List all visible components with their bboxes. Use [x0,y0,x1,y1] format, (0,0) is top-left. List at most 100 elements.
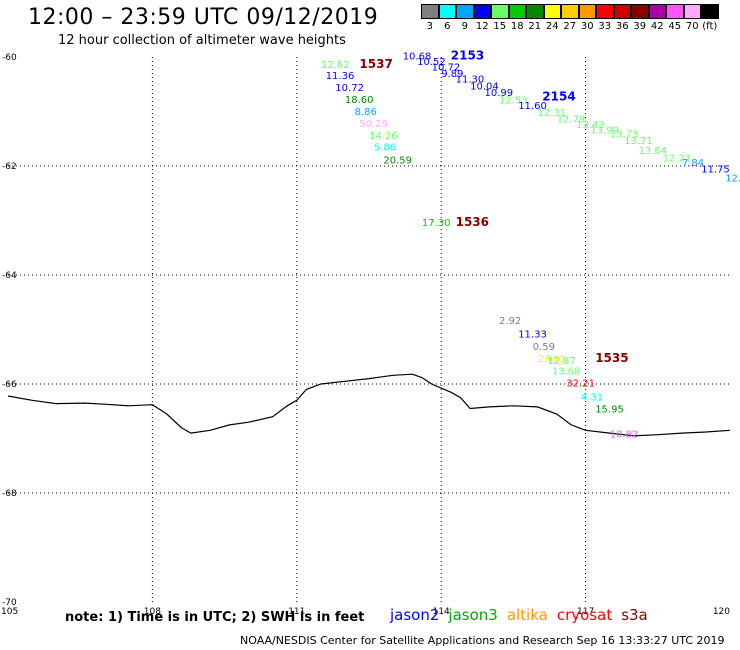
legend-swatch [666,4,684,19]
wave-height-value: 15.95 [595,404,624,415]
wave-height-value: 13.43 [576,120,605,131]
legend-swatch [508,4,526,19]
legend-item: 70 [683,4,701,32]
legend-label: 36 [615,21,629,32]
wave-height-value: 23.81 [538,354,567,365]
legend-swatch [526,4,544,19]
wave-height-value: 11.75 [701,165,730,176]
longitude-tick-label: 117 [577,607,594,617]
wave-height-value: 4.31 [581,392,603,403]
legend-label: 42 [650,21,664,32]
legend-swatch [491,4,509,19]
latitude-tick-label: -66 [2,380,17,390]
satellite-legend: jason2 jason3 altika cryosat s3a [390,606,648,624]
latitude-tick-label: -64 [2,271,17,281]
legend-swatch [613,4,631,19]
pass-time-label: 1536 [456,215,489,229]
wave-height-value: 11.60 [518,101,547,112]
legend-item: 24 [543,4,561,32]
wave-height-value: 11.33 [518,330,547,341]
wave-height-value: 10.52 [417,57,446,68]
legend-label: (ft) [702,21,718,32]
credit-line: NOAA/NESDIS Center for Satellite Applica… [240,634,725,647]
legend-label: 27 [563,21,577,32]
wave-height-value: 10.72 [432,63,461,74]
longitude-tick-label: 111 [288,607,305,617]
legend-label: 6 [444,21,451,32]
legend-label: 30 [580,21,594,32]
wave-height-value: 13.73 [610,130,639,141]
wave-height-value: 13.64 [639,146,668,157]
pass-labels: 1537 2153 2154 1536 1535 [359,49,628,366]
legend-item: 3 [421,4,439,32]
legend-swatch [596,4,614,19]
legend-label: 24 [545,21,559,32]
wave-height-value: 0.59 [533,342,555,353]
wave-height-value: 10.82 [610,429,639,440]
latitude-tick-label: -62 [2,162,17,172]
satellite-jason3-label: jason3 [448,606,498,624]
legend-swatch [561,4,579,19]
legend-item: 21 [526,4,544,32]
legend-label: 39 [633,21,647,32]
graticule [8,57,730,602]
legend-label: 3 [426,21,433,32]
wave-height-value: 14.26 [369,131,398,142]
pass-time-label: 2154 [542,90,575,104]
wave-height-value: 7.84 [682,158,704,169]
wave-height-value: 20.59 [383,155,412,166]
legend-label: 33 [598,21,612,32]
wave-height-value: 9.89 [441,69,463,80]
legend-swatch [438,4,456,19]
legend-label: 45 [668,21,682,32]
legend-label: 15 [493,21,507,32]
longitude-tick-label: 114 [433,607,450,617]
wave-height-value: 12.31 [538,108,567,119]
color-legend: 3 6 9 12 15 18 21 24 27 30 33 36 39 42 45 70 (ft) [421,4,719,32]
legend-swatch [648,4,666,19]
latitude-tick-label: -68 [2,489,17,499]
footer-note: note: 1) Time is in UTC; 2) SWH is in fe… [65,610,365,625]
latitude-tick-label: -70 [2,598,17,608]
legend-item: 33 [596,4,614,32]
wave-height-value: 10.72 [335,83,364,94]
wave-height-value: 17.30 [422,218,451,229]
wave-height-value: 13.99 [590,125,619,136]
latitude-tick-label: -60 [2,53,17,63]
wave-height-value: 32.21 [566,379,595,390]
wave-height-value: 12.44 [725,173,740,184]
legend-swatch [631,4,649,19]
legend-label: 70 [685,21,699,32]
wave-height-value: 11.30 [456,75,485,86]
legend-swatch [543,4,561,19]
satellite-altika-label: altika [506,606,548,624]
pass-time-label: 1535 [595,351,628,365]
legend-swatch [683,4,701,19]
legend-swatch [473,4,491,19]
legend-swatch [578,4,596,19]
observations: 12.6211.3610.7218.608.8650.2914.265.8620… [321,52,740,441]
legend-item: 15 [491,4,509,32]
wave-height-value: 12.87 [547,356,576,367]
wave-height-value: 8.86 [355,107,377,118]
wave-height-value: 2.92 [499,316,521,327]
legend-item: 27 [561,4,579,32]
legend-swatch [456,4,474,19]
satellite-cryosat-label: cryosat [556,606,613,624]
legend-swatch [421,4,439,19]
wave-height-value: 13.71 [624,136,653,147]
legend-item: 39 [631,4,649,32]
legend-item: 9 [456,4,474,32]
wave-height-value: 12.21 [663,154,692,165]
satellite-s3a-label: s3a [621,606,648,624]
legend-item: 6 [438,4,456,32]
wave-height-value: 10.99 [485,88,514,99]
legend-label: 9 [461,21,468,32]
legend-item: 36 [613,4,631,32]
legend-item: 45 [666,4,684,32]
legend-label: 21 [528,21,542,32]
wave-height-value: 12.79 [557,114,586,125]
wave-height-value: 12.62 [321,60,350,71]
